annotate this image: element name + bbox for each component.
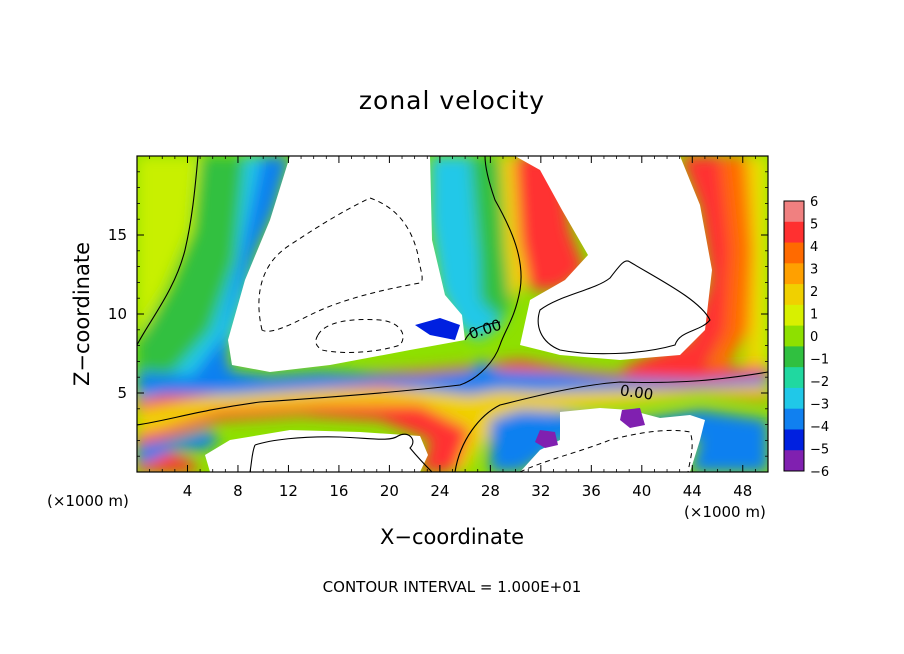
y-axis: 5 10 15 xyxy=(108,171,768,457)
x-tick-label: 4 xyxy=(183,482,193,500)
y-tick-label: 15 xyxy=(108,226,127,244)
colorbar-frame xyxy=(783,200,805,472)
colorbar-label: 3 xyxy=(810,263,818,278)
colorbar-label: 5 xyxy=(810,218,818,233)
colorbar-label: −2 xyxy=(810,375,829,390)
x-unit-label-right: (×1000 m) xyxy=(684,503,766,521)
colorbar-label: −4 xyxy=(810,420,829,435)
x-tick-label: 12 xyxy=(279,482,298,500)
x-tick-label: 16 xyxy=(329,482,348,500)
colorbar-label: −6 xyxy=(810,465,829,480)
chart-title: zonal velocity xyxy=(358,86,546,115)
colorbar-label: −3 xyxy=(810,398,829,413)
colorbar-swatch xyxy=(784,429,804,451)
x-tick-label: 8 xyxy=(233,482,243,500)
y-tick-label: 5 xyxy=(117,384,127,402)
colorbar-swatch xyxy=(784,408,804,430)
x-tick-label: 28 xyxy=(481,482,500,500)
contour-interval-note: CONTOUR INTERVAL = 1.000E+01 xyxy=(322,578,582,596)
x-tick-label: 44 xyxy=(683,482,702,500)
colorbar-label: −5 xyxy=(810,443,829,458)
contour-label: 0.00 xyxy=(619,381,655,403)
colorbar-swatch xyxy=(784,221,804,244)
colorbar: 6 5 4 3 2 1 0 −1 −2 −3 −4 −5 −6 xyxy=(783,195,829,480)
colorbar-swatch xyxy=(784,387,804,410)
colorbar-swatch xyxy=(784,367,804,389)
colorbar-swatch xyxy=(784,284,804,306)
x-axis: 4 8 12 16 20 24 28 32 36 40 44 48 xyxy=(149,156,756,500)
colorbar-label: −1 xyxy=(810,353,829,368)
colorbar-swatch xyxy=(784,450,804,472)
colorbar-swatch xyxy=(784,346,804,368)
x-tick-label: 48 xyxy=(733,482,752,500)
x-tick-label: 32 xyxy=(531,482,550,500)
colorbar-label: 6 xyxy=(810,195,818,210)
colorbar-label: 0 xyxy=(810,330,818,345)
colorbar-swatch xyxy=(784,325,804,347)
x-unit-label-left: (×1000 m) xyxy=(47,492,129,510)
x-tick-label: 36 xyxy=(582,482,601,500)
y-axis-label: Z−coordinate xyxy=(70,242,94,386)
y-tick-label: 10 xyxy=(108,305,127,323)
colorbar-swatch xyxy=(784,242,804,264)
x-tick-label: 20 xyxy=(380,482,399,500)
x-axis-label: X−coordinate xyxy=(380,525,524,549)
colorbar-swatch xyxy=(784,201,804,223)
colorbar-swatch xyxy=(784,304,804,327)
colorbar-label: 4 xyxy=(810,240,818,255)
x-tick-label: 40 xyxy=(632,482,651,500)
colorbar-label: 1 xyxy=(810,308,818,323)
velocity-field xyxy=(137,156,768,472)
colorbar-label: 2 xyxy=(810,285,818,300)
x-tick-label: 24 xyxy=(430,482,449,500)
colorbar-swatch xyxy=(784,263,804,285)
